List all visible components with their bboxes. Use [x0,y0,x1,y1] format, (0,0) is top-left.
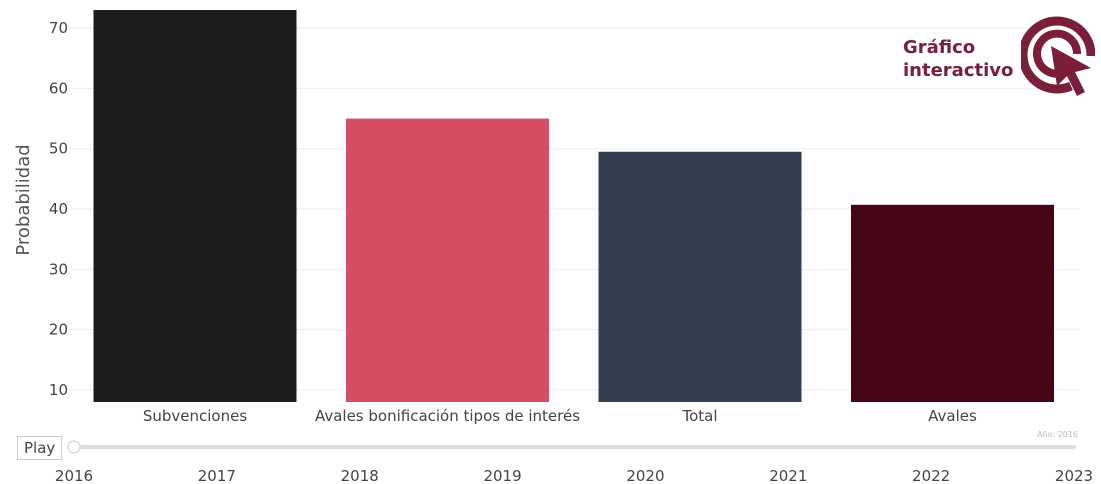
bar-3[interactable] [598,151,802,402]
y-tick-label: 50 [49,140,68,158]
badge-text: Gráfico interactivo [903,36,1013,82]
y-tick-label: 70 [49,19,68,37]
y-tick-label: 10 [49,381,68,399]
slider-year-label[interactable]: 2020 [626,467,664,484]
interactive-badge: Gráfico interactivo [903,14,1095,104]
y-tick-label: 30 [49,260,68,278]
bar-2[interactable] [346,118,549,403]
bar-4[interactable] [851,204,1054,402]
badge-line-1: Gráfico [903,37,976,58]
badge-line-2: interactivo [903,60,1014,81]
slider-year-labels: 2016 2017 2018 2019 2020 2021 2022 2023 [55,467,1093,484]
slider-year-label[interactable]: 2022 [912,467,950,484]
x-category-label: Avales bonificación tipos de interés [315,407,580,425]
y-axis-title: Probabilidad [13,144,34,255]
bar-1[interactable] [93,10,297,402]
y-tick-label: 60 [49,79,68,97]
slider-year-label[interactable]: 2023 [1055,467,1093,484]
y-tick-label: 40 [49,200,68,218]
click-target-icon [1021,16,1095,96]
year-slider[interactable]: Año: 2016 2016 2017 2018 2019 2020 2021 2022 20… [55,430,1093,484]
current-year-label: Año: 2016 [1037,430,1078,439]
x-category-label: Total [681,407,717,425]
x-axis-categories: Subvenciones Avales bonificación tipos de… [143,407,977,425]
slider-year-label[interactable]: 2021 [769,467,807,484]
bars-layer [93,10,1054,403]
x-category-label: Avales [928,407,977,425]
slider-year-label[interactable]: 2016 [55,467,93,484]
slider-year-label[interactable]: 2017 [198,467,236,484]
slider-handle[interactable] [67,440,81,454]
y-tick-label: 20 [49,321,68,339]
x-category-label: Subvenciones [143,407,247,425]
play-button[interactable]: Play [17,436,63,460]
slider-year-label[interactable]: 2018 [341,467,379,484]
y-axis-ticks: 10 20 30 40 50 60 70 [49,19,68,399]
slider-year-label[interactable]: 2019 [483,467,521,484]
